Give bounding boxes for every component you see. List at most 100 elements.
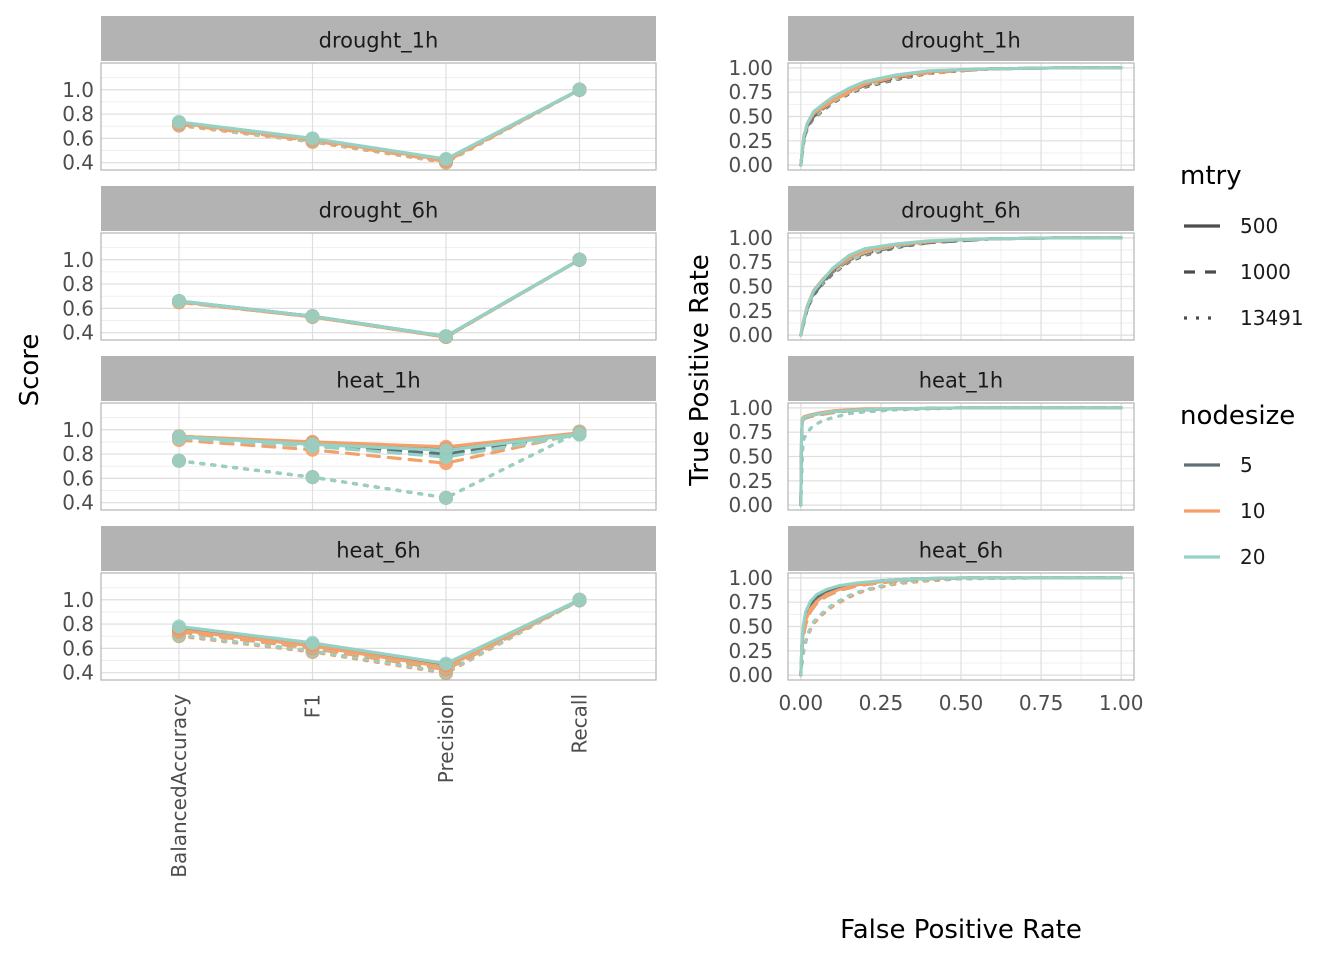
facet-strip-label: heat_1h — [919, 369, 1004, 394]
x-tick-label: 0.25 — [859, 691, 904, 715]
facet-strip — [788, 16, 1134, 61]
panel-border — [787, 232, 1135, 341]
data-point — [439, 152, 453, 167]
roc-curve-mtry-13491-nodesize-10 — [799, 576, 1123, 677]
roc-facet-drought_6h: drought_6h 0.000.250.500.751.00 — [728, 186, 1135, 347]
data-point — [572, 427, 587, 442]
data-point — [572, 252, 587, 267]
roc-curve-mtry-500-nodesize-20 — [799, 576, 1123, 677]
y-tick-label: 1.0 — [62, 588, 94, 612]
panel-border — [100, 232, 657, 341]
panel-border — [100, 402, 657, 511]
y-tick-label: 0.6 — [62, 296, 94, 320]
roc-facet-heat_6h: heat_6h 0.000.250.500.751.00 — [728, 526, 1135, 687]
data-point — [305, 131, 320, 146]
y-tick-label: 0.25 — [728, 299, 773, 323]
data-point — [172, 619, 186, 634]
y-tick-label: 1.0 — [62, 78, 94, 102]
y-tick-label: 0.00 — [728, 663, 773, 687]
x-tick-label: 0.50 — [939, 691, 984, 715]
legend-label-nodesize-10: 10 — [1240, 499, 1265, 523]
legend-title-mtry: mtry — [1180, 161, 1242, 191]
data-point — [305, 470, 320, 485]
y-tick-label: 0.6 — [62, 466, 94, 490]
data-point — [305, 309, 320, 324]
score-facet-heat_6h: heat_6h 0.40.60.81.0 — [62, 526, 657, 685]
score-facet-drought_6h: drought_6h 0.40.60.81.0 — [62, 186, 657, 345]
facet-strip — [788, 356, 1134, 401]
y-tick-label: 1.00 — [728, 396, 773, 420]
series-line-mtry-500-nodesize-20 — [177, 88, 582, 161]
facet-strip-label: drought_1h — [319, 29, 439, 54]
x-tick-label: F1 — [301, 694, 325, 718]
series-line-mtry-500-nodesize-20 — [177, 258, 582, 338]
legend-label-nodesize-5: 5 — [1240, 453, 1253, 477]
facet-strip-label: heat_6h — [336, 539, 421, 564]
y-tick-label: 0.4 — [62, 491, 94, 515]
y-tick-label: 0.50 — [728, 105, 773, 129]
score-facet-heat_1h: heat_1h 0.40.60.81.0 — [62, 356, 657, 515]
facet-strip — [788, 186, 1134, 231]
y-tick-label: 0.25 — [728, 639, 773, 663]
y-tick-label: 0.00 — [728, 493, 773, 517]
legend: mtry 500 1000 13491 nodesize 5 10 20 — [1180, 161, 1304, 569]
x-tick-label: BalancedAccuracy — [167, 694, 191, 878]
y-tick-label: 0.8 — [62, 102, 94, 126]
data-point — [439, 443, 453, 458]
data-point — [172, 453, 186, 468]
roc-curve-mtry-13491-nodesize-5 — [799, 66, 1123, 167]
legend-label-mtry-13491: 13491 — [1240, 306, 1304, 330]
legend-label-mtry-1000: 1000 — [1240, 260, 1291, 284]
y-tick-label: 1.00 — [728, 566, 773, 590]
y-tick-label: 1.0 — [62, 418, 94, 442]
x-tick-label: 0.75 — [1019, 691, 1064, 715]
y-tick-label: 0.50 — [728, 275, 773, 299]
data-point — [439, 329, 453, 344]
roc-curve-mtry-500-nodesize-20 — [799, 406, 1123, 507]
y-tick-label: 0.6 — [62, 126, 94, 150]
x-tick-label: 1.00 — [1099, 691, 1144, 715]
y-tick-label: 0.00 — [728, 153, 773, 177]
legend-label-nodesize-20: 20 — [1240, 545, 1265, 569]
data-point — [305, 635, 320, 650]
series-line-mtry-500-nodesize-20 — [177, 432, 582, 452]
data-point — [572, 82, 587, 97]
score-facet-drought_1h: drought_1h 0.40.60.81.0 — [62, 16, 657, 175]
facet-strip — [101, 526, 656, 571]
facet-strip-label: drought_1h — [901, 29, 1021, 54]
y-tick-label: 0.75 — [728, 590, 773, 614]
data-point — [172, 294, 186, 309]
data-point — [172, 114, 186, 129]
y-tick-label: 0.25 — [728, 129, 773, 153]
y-tick-label: 0.75 — [728, 250, 773, 274]
y-tick-label: 0.75 — [728, 420, 773, 444]
panel-border — [100, 572, 657, 681]
series-line-mtry-500-nodesize-10 — [177, 598, 582, 669]
y-tick-label: 0.4 — [62, 151, 94, 175]
legend-title-nodesize: nodesize — [1180, 401, 1295, 431]
x-tick-label: Recall — [568, 694, 592, 754]
series-line-mtry-13491-nodesize-20 — [177, 430, 582, 500]
facet-strip — [101, 186, 656, 231]
y-tick-label: 0.75 — [728, 80, 773, 104]
roc-curve-mtry-500-nodesize-20 — [799, 236, 1123, 337]
data-point — [439, 656, 453, 671]
y-tick-label: 0.25 — [728, 469, 773, 493]
y-tick-label: 0.8 — [62, 612, 94, 636]
roc-facet-drought_1h: drought_1h 0.000.250.500.751.00 — [728, 16, 1135, 177]
series-line-mtry-500-nodesize-20 — [177, 598, 582, 666]
y-tick-label: 0.50 — [728, 615, 773, 639]
data-point — [172, 430, 186, 445]
facet-strip — [788, 526, 1134, 571]
roc-curve-mtry-500-nodesize-20 — [799, 66, 1123, 167]
roc-facet-heat_1h: heat_1h 0.000.250.500.751.00 — [728, 356, 1135, 517]
facet-strip-label: drought_6h — [901, 199, 1021, 224]
right-y-axis-title: True Positive Rate — [685, 254, 715, 487]
roc-facets: drought_1h0.000.250.500.751.00drought_6h… — [728, 16, 1143, 715]
x-tick-label: 0.00 — [779, 691, 824, 715]
facet-strip — [101, 356, 656, 401]
y-tick-label: 0.8 — [62, 272, 94, 296]
y-tick-label: 1.00 — [728, 226, 773, 250]
panel-border — [787, 402, 1135, 511]
